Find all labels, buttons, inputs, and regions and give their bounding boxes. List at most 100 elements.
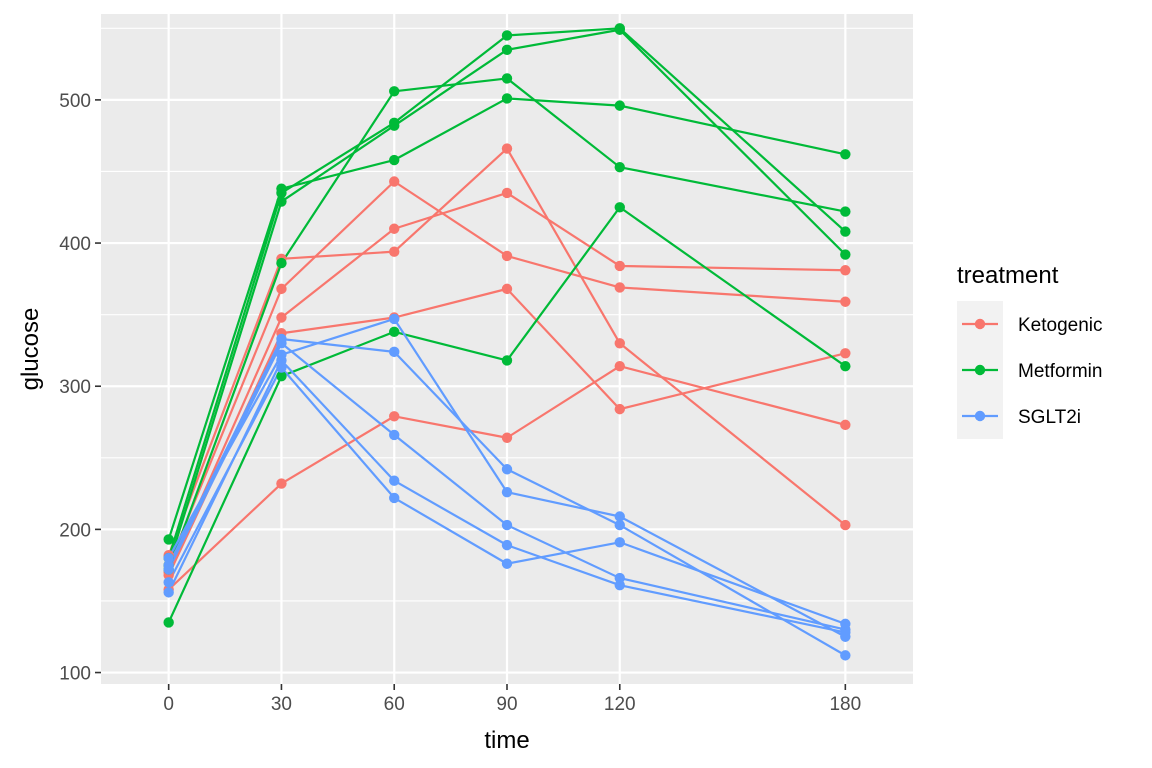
y-tick-label: 500 — [59, 91, 91, 112]
data-point — [501, 250, 513, 262]
legend: treatment Ketogenic Metformin SGLT2i — [957, 262, 1103, 439]
series-line — [167, 28, 847, 566]
series-line — [167, 97, 846, 540]
data-point — [614, 572, 625, 584]
data-point — [501, 558, 513, 569]
data-point — [276, 355, 287, 366]
data-point — [614, 403, 625, 415]
data-point — [501, 283, 513, 295]
series-line — [167, 27, 847, 559]
data-point — [840, 348, 851, 359]
data-point — [501, 464, 513, 475]
data-point — [389, 475, 400, 486]
series-lines — [167, 27, 847, 657]
y-tick-labels: 100 200 300 400 500 — [59, 91, 91, 685]
data-point — [389, 429, 400, 441]
series-line — [167, 287, 846, 576]
data-point — [840, 618, 851, 630]
x-tick-label: 120 — [604, 694, 636, 715]
data-point — [614, 100, 625, 111]
data-point — [389, 154, 400, 166]
data-point — [501, 539, 513, 551]
data-point — [276, 312, 287, 323]
data-point — [163, 587, 174, 598]
data-point — [389, 313, 400, 325]
data-point — [840, 650, 851, 661]
data-point — [840, 206, 851, 217]
data-point — [614, 282, 625, 293]
data-point — [389, 411, 400, 422]
series-line — [167, 191, 846, 573]
data-point — [501, 93, 513, 104]
axis-ticks — [95, 99, 847, 690]
data-point — [389, 86, 400, 97]
x-tick-label: 0 — [163, 694, 174, 715]
data-point — [840, 627, 851, 638]
series-points — [163, 23, 851, 661]
legend-key-point — [974, 318, 986, 330]
data-point — [276, 283, 287, 295]
series-line — [167, 77, 846, 570]
data-point — [614, 360, 625, 372]
data-point — [840, 249, 851, 260]
data-point — [501, 73, 513, 84]
data-point — [501, 355, 513, 366]
y-tick-label: 400 — [59, 234, 91, 255]
data-point — [276, 371, 287, 382]
data-point — [276, 338, 287, 349]
data-point — [163, 617, 174, 628]
data-point — [276, 196, 287, 207]
y-tick-label: 300 — [59, 377, 91, 398]
data-point — [501, 432, 513, 443]
data-point — [614, 161, 625, 173]
data-point — [276, 478, 287, 489]
y-axis-title: glucose — [17, 308, 44, 391]
data-point — [840, 265, 851, 276]
data-point — [389, 223, 400, 234]
legend-label: Metformin — [1018, 361, 1102, 382]
series-line — [167, 359, 846, 634]
data-point — [501, 486, 513, 498]
x-tick-label: 30 — [271, 694, 292, 715]
data-point — [614, 260, 625, 272]
data-point — [163, 552, 174, 564]
data-point — [501, 30, 513, 41]
x-tick-label: 180 — [829, 694, 861, 715]
data-point — [614, 580, 625, 591]
data-point — [276, 187, 287, 199]
legend-title: treatment — [957, 262, 1059, 289]
legend-label: SGLT2i — [1018, 407, 1081, 428]
data-point — [501, 44, 513, 55]
data-point — [389, 326, 400, 338]
data-point — [389, 346, 400, 358]
data-point — [163, 577, 174, 588]
y-tick-label: 200 — [59, 520, 91, 541]
data-point — [614, 537, 625, 548]
data-point — [501, 187, 513, 199]
data-point — [840, 296, 851, 307]
series-line — [167, 206, 846, 623]
data-point — [614, 519, 625, 531]
legend-label: Ketogenic — [1018, 315, 1103, 336]
data-point — [840, 519, 851, 531]
series-line — [167, 147, 847, 556]
series-line — [167, 337, 846, 657]
data-point — [840, 149, 851, 160]
data-point — [614, 202, 625, 213]
data-point — [614, 511, 625, 522]
data-point — [389, 492, 400, 504]
data-point — [389, 120, 400, 131]
series-line — [167, 366, 846, 625]
series-line — [167, 180, 846, 566]
legend-key-point — [974, 364, 986, 376]
data-point — [276, 362, 287, 373]
series-line — [167, 365, 846, 591]
data-point — [389, 176, 400, 187]
data-point — [501, 519, 513, 531]
data-point — [614, 338, 625, 349]
data-point — [389, 246, 400, 257]
x-tick-label: 60 — [384, 694, 405, 715]
x-tick-label: 90 — [496, 694, 517, 715]
series-line — [167, 342, 846, 631]
